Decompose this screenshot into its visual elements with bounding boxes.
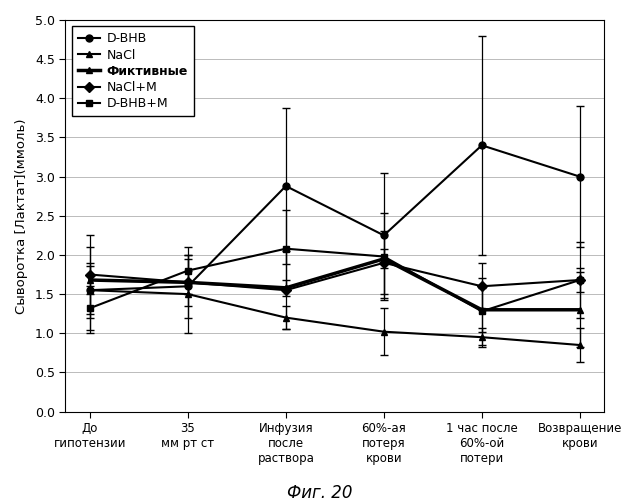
- Legend: D-BHB, NaCl, Фиктивные, NaCl+M, D-BHB+M: D-BHB, NaCl, Фиктивные, NaCl+M, D-BHB+M: [72, 26, 194, 116]
- Y-axis label: Сыворотка [Лактат](ммоль): Сыворотка [Лактат](ммоль): [15, 118, 28, 314]
- Text: Фиг. 20: Фиг. 20: [287, 484, 352, 500]
